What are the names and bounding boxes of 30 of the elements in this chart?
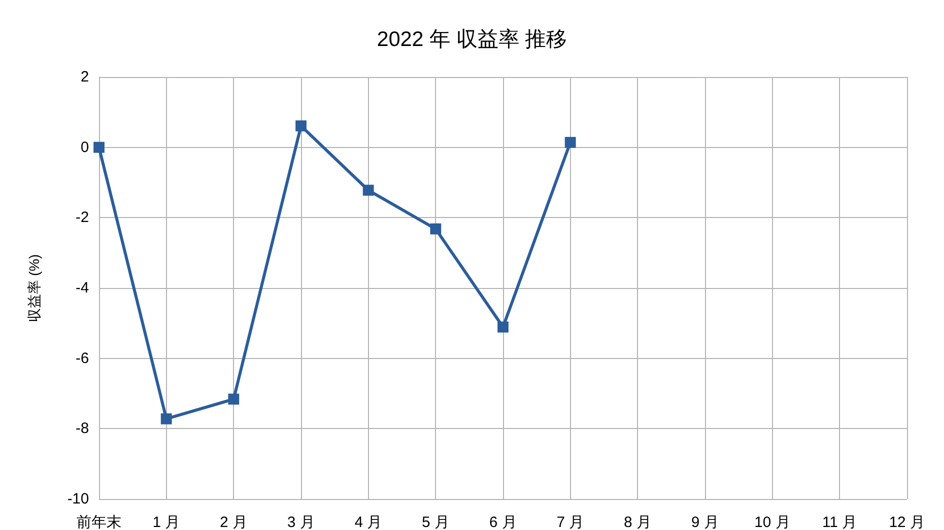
point — [94, 142, 104, 153]
x-tick-label: 5 月 — [422, 514, 450, 530]
x-tick-label: 2 月 — [220, 514, 248, 530]
point — [498, 322, 508, 333]
chart-title: 2022 年 収益率 推移 — [376, 28, 568, 51]
y-axis-title: 収益率 (%) — [26, 254, 42, 322]
x-tick-label: 12 月 — [889, 514, 925, 530]
x-tick-label: 前年末 — [76, 514, 122, 530]
x-tick-label: 6 月 — [489, 514, 517, 530]
x-tick-label: 3 月 — [287, 514, 315, 530]
point — [228, 394, 240, 405]
y-tick-label: -2 — [76, 209, 89, 226]
y-tick-label: 2 — [80, 68, 89, 86]
x-tick-label: 8 月 — [624, 514, 652, 530]
x-tick-label: 4 月 — [354, 514, 382, 530]
x-tick-label: 9 月 — [691, 514, 719, 530]
y-tick-label: -10 — [67, 490, 89, 508]
x-tick-label: 7 月 — [556, 514, 584, 530]
point — [430, 223, 442, 234]
x-tick-label: 11 月 — [822, 514, 858, 530]
point — [362, 184, 374, 196]
y-tick-label: -6 — [76, 350, 89, 367]
point — [296, 120, 306, 132]
y-tick-label: -4 — [76, 280, 89, 296]
point — [160, 413, 172, 424]
y-tick-label: -8 — [76, 420, 89, 438]
y-tick-label: 0 — [80, 138, 89, 156]
x-tick-label: 10 月 — [754, 514, 790, 530]
x-tick-label: 1 月 — [152, 514, 180, 530]
point — [564, 136, 576, 148]
